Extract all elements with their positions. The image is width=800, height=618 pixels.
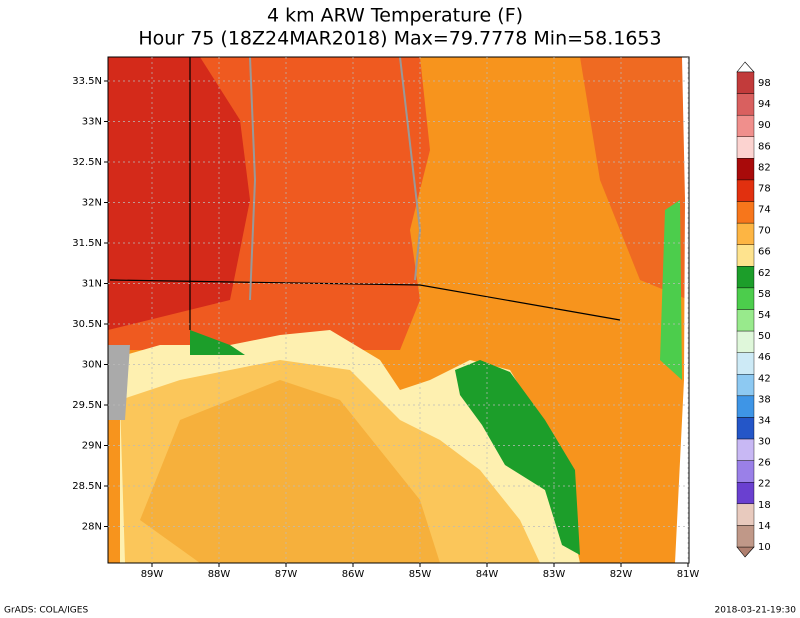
colorbar-box xyxy=(736,287,755,310)
hot-region xyxy=(108,57,250,330)
colorbar-box xyxy=(736,71,755,94)
lon-label: 85W xyxy=(409,569,432,580)
lat-label: 28N xyxy=(82,522,102,533)
colorbar-label: 10 xyxy=(758,542,771,553)
colorbar-label: 18 xyxy=(758,500,771,511)
colorbar-label: 78 xyxy=(758,183,771,194)
colorbar-label: 14 xyxy=(758,521,771,532)
colorbar-label: 70 xyxy=(758,226,771,237)
colorbar-label: 38 xyxy=(758,394,771,405)
colorbar-label: 58 xyxy=(758,289,771,300)
colorbar-label: 30 xyxy=(758,437,771,448)
colorbar-box xyxy=(736,374,755,397)
lon-label: 87W xyxy=(275,569,298,580)
colorbar-label: 90 xyxy=(758,120,771,131)
state-border xyxy=(249,56,257,301)
lon-label: 83W xyxy=(543,569,566,580)
atlantic xyxy=(675,57,689,563)
colorbar-box xyxy=(736,503,755,526)
map xyxy=(107,56,690,564)
lat-label: 32.5N xyxy=(72,157,102,168)
colorbar-box xyxy=(736,136,755,159)
lat-label: 31.5N xyxy=(72,238,102,249)
colorbar-label: 74 xyxy=(758,205,771,216)
colorbar-box xyxy=(736,352,755,375)
colorbar-label: 54 xyxy=(758,310,771,321)
colorbar-box xyxy=(736,395,755,418)
colorbar-box xyxy=(736,525,755,548)
colorbar-label: 62 xyxy=(758,268,771,279)
lon-label: 81W xyxy=(677,569,700,580)
colorbar-box xyxy=(736,460,755,483)
colorbar-label: 86 xyxy=(758,141,771,152)
colorbar-label: 82 xyxy=(758,162,771,173)
atlantic-green xyxy=(660,200,682,380)
frame xyxy=(107,56,690,564)
warm-east xyxy=(580,57,689,300)
colorbar-box xyxy=(736,438,755,461)
lon-label: 89W xyxy=(141,569,164,580)
colorbar-label: 94 xyxy=(758,99,771,110)
colorbar-box xyxy=(736,222,755,245)
colorbar-label: 22 xyxy=(758,479,771,490)
colorbar-bottom xyxy=(736,546,755,558)
lat-label: 29.5N xyxy=(72,400,102,411)
gulf-far xyxy=(140,380,440,563)
colorbar-label: 26 xyxy=(758,458,771,469)
coast-green-west xyxy=(190,330,245,355)
colorbar-box xyxy=(736,201,755,224)
colorbar-box xyxy=(736,309,755,332)
coast-green xyxy=(455,360,580,555)
lat-label: 30N xyxy=(82,360,102,371)
colorbar-label: 66 xyxy=(758,247,771,258)
colorbar-box xyxy=(736,417,755,440)
land-mask xyxy=(108,345,130,420)
colorbar-box xyxy=(736,179,755,202)
colorbar-label: 50 xyxy=(758,331,771,342)
colorbar-box xyxy=(736,330,755,353)
subtitle: Hour 75 (18Z24MAR2018) Max=79.7778 Min=5… xyxy=(138,28,661,50)
colorbar-label: 42 xyxy=(758,373,771,384)
lat-label: 32N xyxy=(82,198,102,209)
lat-label: 33N xyxy=(82,117,102,128)
lat-label: 29N xyxy=(82,441,102,452)
lat-label: 33.5N xyxy=(72,76,102,87)
colorbar-box xyxy=(736,114,755,137)
lat-label: 28.5N xyxy=(72,481,102,492)
footer-right: 2018-03-21-19:30 xyxy=(715,606,797,616)
title: 4 km ARW Temperature (F) xyxy=(267,5,523,27)
colorbar-box xyxy=(736,93,755,116)
lon-label: 84W xyxy=(476,569,499,580)
lat-label: 30.5N xyxy=(72,319,102,330)
colorbar-box xyxy=(736,244,755,267)
colorbar-label: 46 xyxy=(758,352,771,363)
footer-left: GrADS: COLA/IGES xyxy=(4,606,88,616)
state-border xyxy=(399,56,422,281)
colorbar-box xyxy=(736,482,755,505)
lon-label: 88W xyxy=(208,569,231,580)
state-border xyxy=(109,279,621,321)
colorbar-box xyxy=(736,158,755,181)
lon-label: 82W xyxy=(610,569,633,580)
colorbar-box xyxy=(736,266,755,289)
lon-label: 86W xyxy=(342,569,365,580)
colorbar-label: 34 xyxy=(758,415,771,426)
lat-label: 31N xyxy=(82,279,102,290)
colorbar-top xyxy=(736,61,755,73)
colorbar-label: 98 xyxy=(758,78,771,89)
